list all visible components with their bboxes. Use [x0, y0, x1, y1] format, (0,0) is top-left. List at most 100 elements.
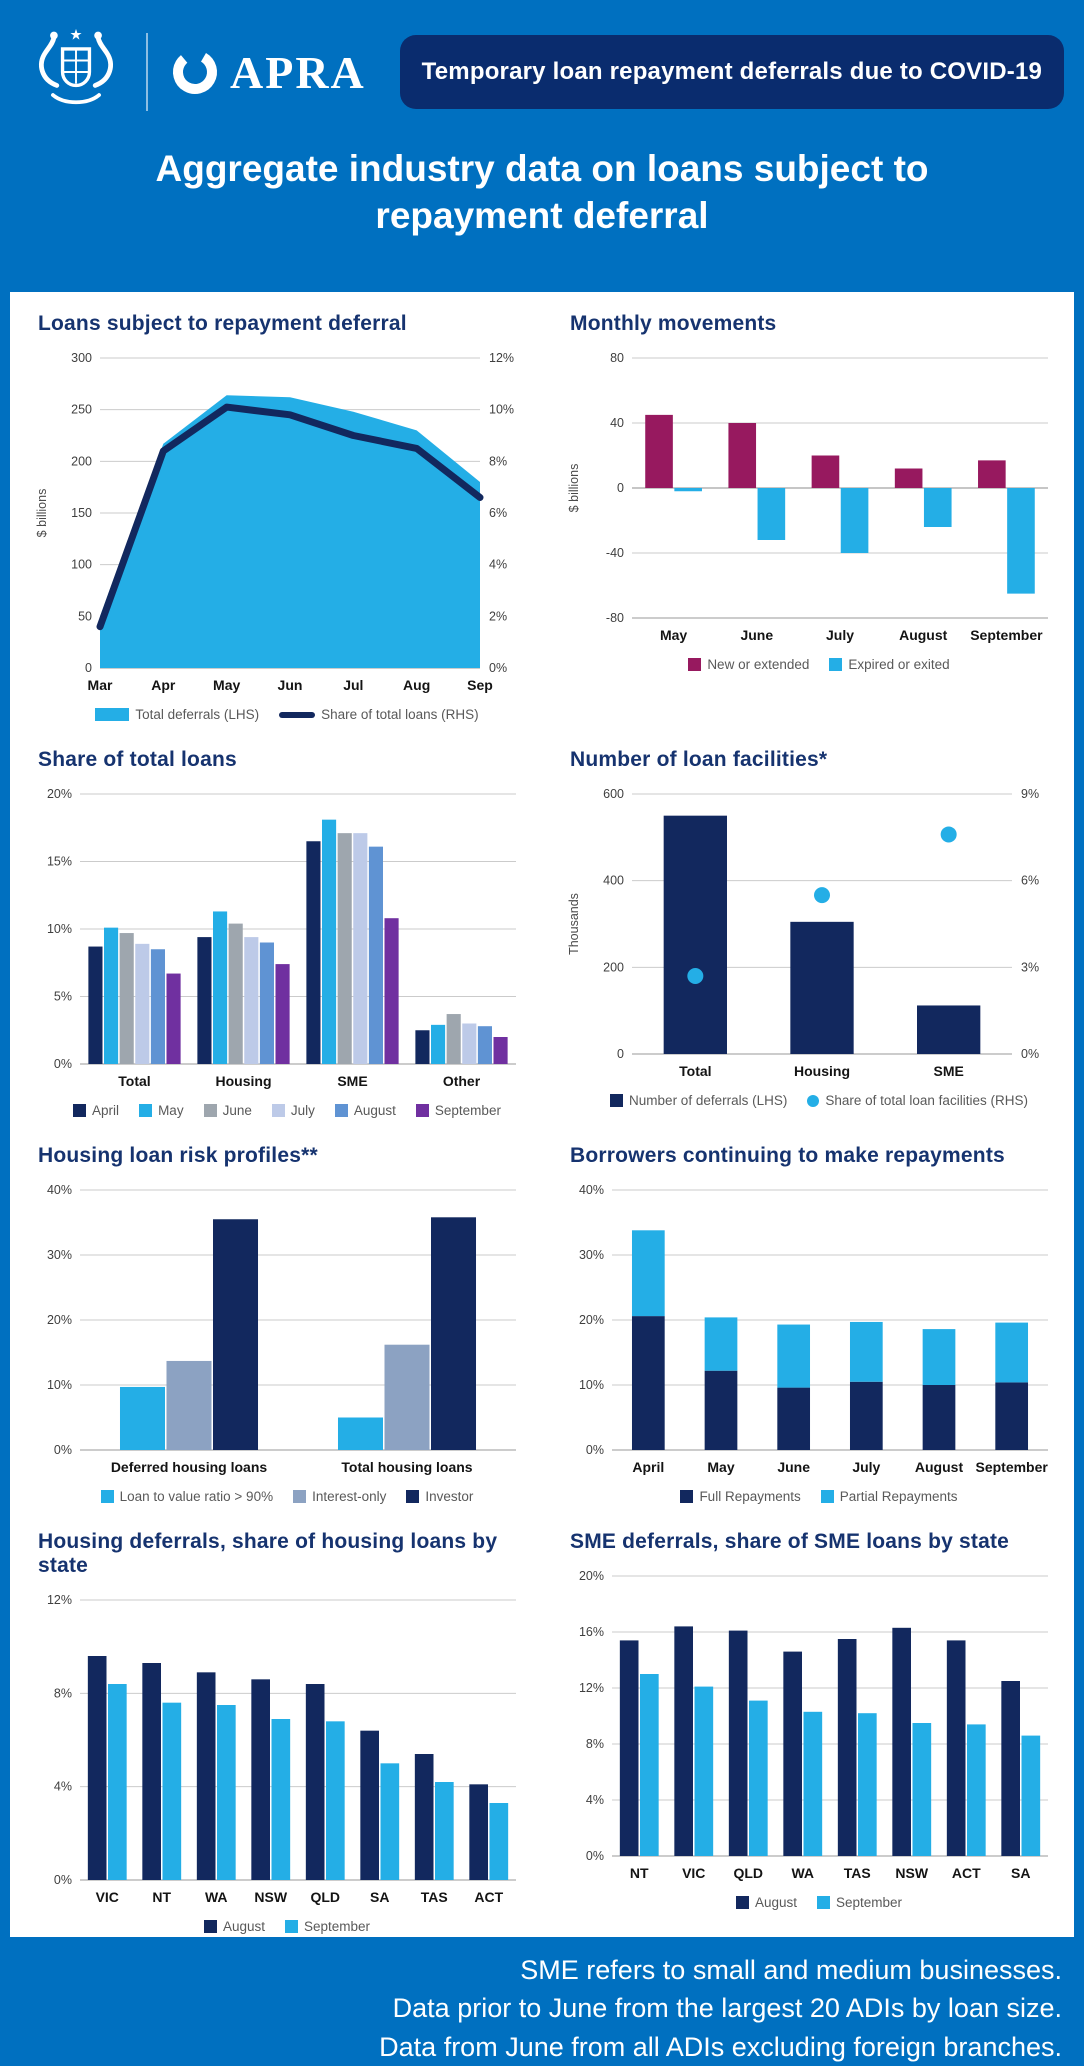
svg-text:Deferred housing loans: Deferred housing loans	[111, 1459, 268, 1475]
svg-text:QLD: QLD	[310, 1889, 340, 1905]
chart-sme-deferrals-by-state-svg: 0% 4% 8% 12% 16% 20% NT VIC QLD WA TAS NSW ACT SA	[564, 1566, 1074, 1891]
legend-item: September	[284, 1919, 370, 1934]
svg-text:3%: 3%	[1021, 960, 1039, 974]
svg-text:WA: WA	[791, 1865, 814, 1881]
svg-text:200: 200	[71, 454, 92, 468]
svg-text:16%: 16%	[579, 1625, 604, 1639]
svg-text:VIC: VIC	[682, 1865, 705, 1881]
svg-text:0: 0	[617, 1047, 624, 1061]
chart-title: SME deferrals, share of SME loans by sta…	[570, 1530, 1010, 1553]
legend-item: New or extended	[688, 657, 809, 672]
legend-swatch-icon	[95, 708, 130, 721]
page-title-line1: Aggregate industry data on loans subject…	[155, 148, 929, 189]
legend-item: June	[203, 1103, 252, 1118]
svg-text:SME: SME	[337, 1073, 367, 1089]
legend: April May June July August September	[32, 1103, 542, 1118]
svg-text:5%: 5%	[54, 990, 72, 1004]
legend-label: August	[754, 1895, 797, 1910]
svg-text:SA: SA	[1011, 1865, 1030, 1881]
header-divider	[146, 33, 148, 111]
chart-title: Share of total loans	[38, 748, 237, 771]
svg-text:May: May	[660, 627, 687, 643]
svg-text:0%: 0%	[586, 1849, 604, 1863]
svg-text:8%: 8%	[586, 1737, 604, 1751]
coat-of-arms-icon: ★	[28, 24, 124, 120]
svg-text:July: July	[852, 1459, 880, 1475]
legend-swatch-icon	[680, 1490, 694, 1503]
page-title: Aggregate industry data on loans subject…	[0, 146, 1084, 239]
svg-text:-80: -80	[606, 611, 624, 625]
svg-text:QLD: QLD	[733, 1865, 763, 1881]
chart-loans-subject-to-deferral: Loans subject to repayment deferral 0 50 1…	[10, 298, 542, 722]
footer-note-sme: SME refers to small and medium businesse…	[520, 1955, 1062, 1985]
legend-swatch-icon	[139, 1104, 153, 1117]
svg-text:300: 300	[71, 351, 92, 365]
svg-text:6%: 6%	[489, 506, 507, 520]
svg-text:200: 200	[603, 960, 624, 974]
chart-title: Housing loan risk profiles**	[38, 1144, 318, 1167]
svg-text:0%: 0%	[54, 1057, 72, 1071]
legend-swatch-icon	[735, 1896, 749, 1909]
svg-text:40%: 40%	[579, 1183, 604, 1197]
legend-item: Share of total loans (RHS)	[279, 707, 479, 722]
chart-title: Number of loan facilities*	[570, 748, 828, 771]
chart-title: Borrowers continuing to make repayments	[570, 1144, 1005, 1167]
chart-share-of-total-loans: Share of total loans 0% 5% 10% 15% 20% Total H…	[10, 722, 542, 1118]
svg-text:15%: 15%	[47, 855, 72, 869]
svg-text:80: 80	[610, 351, 624, 365]
legend-swatch-icon	[271, 1104, 285, 1117]
svg-text:Housing: Housing	[794, 1063, 850, 1079]
svg-text:September: September	[970, 627, 1043, 643]
svg-text:NT: NT	[152, 1889, 171, 1905]
legend-item: Number of deferrals (LHS)	[610, 1093, 787, 1108]
chart-sme-deferrals-by-state: SME deferrals, share of SME loans by sta…	[542, 1504, 1074, 1934]
chart-housing-loan-risk-profiles: Housing loan risk profiles** 0% 10% 20% 30%…	[10, 1118, 542, 1504]
legend-label: Expired or exited	[848, 657, 950, 672]
legend-swatch-icon	[279, 711, 316, 718]
legend: Full Repayments Partial Repayments	[564, 1489, 1074, 1504]
svg-text:June: June	[740, 627, 773, 643]
svg-text:SME: SME	[933, 1063, 963, 1079]
svg-text:Total: Total	[118, 1073, 150, 1089]
apra-logo-text: APRA	[230, 46, 366, 98]
svg-text:TAS: TAS	[844, 1865, 871, 1881]
page-title-line2: repayment deferral	[375, 194, 709, 236]
svg-text:10%: 10%	[579, 1378, 604, 1392]
legend-item: Total deferrals (LHS)	[95, 707, 259, 722]
svg-text:Housing: Housing	[216, 1073, 272, 1089]
svg-text:ACT: ACT	[952, 1865, 981, 1881]
svg-text:30%: 30%	[579, 1248, 604, 1262]
legend-label: Investor	[425, 1489, 474, 1504]
header-badge: Temporary loan repayment deferrals due t…	[399, 35, 1064, 109]
chart-housing-loan-risk-profiles-svg: 0% 10% 20% 30% 40% Deferred housing loans Tota…	[32, 1180, 542, 1485]
svg-text:4%: 4%	[54, 1780, 72, 1794]
legend-item: Full Repayments	[680, 1489, 801, 1504]
svg-text:$ billions: $ billions	[35, 489, 49, 538]
svg-text:ACT: ACT	[474, 1889, 503, 1905]
svg-text:August: August	[899, 627, 948, 643]
svg-text:Jun: Jun	[278, 677, 303, 693]
footer-note-prior-june: Data prior to June from the largest 20 A…	[392, 1993, 1062, 2024]
svg-text:NT: NT	[630, 1865, 649, 1881]
legend-item: April	[73, 1103, 119, 1118]
svg-text:100: 100	[71, 558, 92, 572]
svg-text:250: 250	[71, 403, 92, 417]
legend-item: Partial Repayments	[820, 1489, 958, 1504]
svg-text:40: 40	[610, 416, 624, 430]
svg-text:600: 600	[603, 787, 624, 801]
svg-text:8%: 8%	[54, 1686, 72, 1700]
svg-text:2%: 2%	[489, 609, 507, 623]
legend: August September	[564, 1895, 1074, 1910]
legend-item: August	[735, 1895, 797, 1910]
apra-ring-icon	[173, 50, 217, 94]
legend-label: August	[222, 1919, 265, 1934]
legend-label: Partial Repayments	[839, 1489, 958, 1504]
legend-item: August	[203, 1919, 265, 1934]
svg-text:Jul: Jul	[343, 677, 363, 693]
svg-text:20%: 20%	[579, 1313, 604, 1327]
apra-logo: APRA	[170, 46, 366, 99]
svg-text:August: August	[915, 1459, 964, 1475]
svg-text:July: July	[826, 627, 854, 643]
legend-item: Expired or exited	[829, 657, 950, 672]
svg-text:★: ★	[70, 27, 83, 43]
